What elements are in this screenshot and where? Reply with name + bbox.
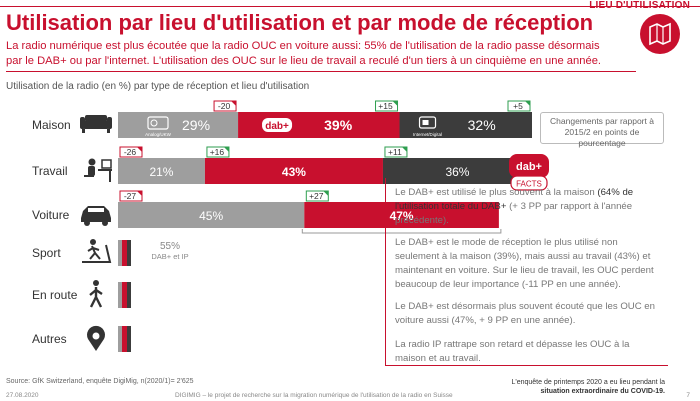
car-icon: [81, 206, 111, 226]
value-label-1-row-1: 43%: [282, 165, 306, 179]
change-label-1-row-0: +15: [378, 101, 393, 111]
value-label-0-row-0: 29%: [182, 117, 210, 133]
change-badge-corner-2-row-1: [401, 147, 407, 152]
facts-logo-bottom: FACTS: [516, 180, 542, 189]
fact-paragraph-2: Le DAB+ est le mode de réception le plus…: [395, 237, 654, 290]
change-label-0-row-0: -20: [218, 101, 231, 111]
walking-person-icon: [89, 280, 103, 308]
change-label-0-row-1: -26: [124, 147, 137, 157]
change-badge-corner-0-row-0: [231, 101, 237, 106]
radio-icon-label: Analog/UKW: [145, 132, 172, 137]
stub-dab-row-3: [122, 240, 127, 266]
facts-box: [385, 178, 668, 366]
footer-covid-note: L'enquête de printemps 2020 a eu lieu pe…: [505, 378, 665, 396]
bar-1-row-1: [204, 158, 383, 184]
row-label-3: Sport: [32, 246, 61, 260]
fact-1-highlight: (64% de l'utilisation totale du DAB+: [395, 187, 634, 212]
stub-ouc-row-3: [118, 240, 122, 266]
row-label-2: Voiture: [32, 208, 70, 222]
treadmill-icon: [82, 239, 112, 263]
internet-radio-icon: [418, 116, 437, 129]
page-number: 7: [686, 392, 690, 399]
section-label: LIEU D'UTILISATION: [589, 0, 690, 11]
footer-note-line-2: situation extraordinaire du COVID-19.: [540, 388, 665, 396]
bar-2-row-1: [382, 158, 532, 184]
dab-facts-logo: dab+ FACTS: [509, 154, 549, 191]
fact-paragraph-1: Le DAB+ est utilisé le plus souvent à la…: [395, 186, 660, 228]
change-badge-corner-0-row-2: [137, 191, 142, 196]
bar-2-row-0: [399, 112, 532, 138]
bar-0-row-1: [118, 158, 205, 184]
row-label-1: Travail: [32, 164, 68, 178]
value-label-1-row-0: 39%: [324, 117, 353, 133]
location-pin-icon: [87, 325, 105, 351]
value-label-0-row-2: 45%: [199, 209, 223, 223]
combined-share-label: DAB+ et IP: [151, 252, 189, 261]
stub-ouc-row-5: [118, 326, 122, 352]
subtitle-underline: [6, 71, 636, 72]
radio-icon-speaker: [150, 119, 158, 127]
radio-icon: [147, 116, 169, 130]
subtitle-line-2: par le DAB+ ou par l'internet. L'utilisa…: [6, 55, 602, 67]
change-label-1-row-1: +16: [210, 147, 225, 157]
internet-radio-icon-label: Internet/Digital: [413, 132, 442, 137]
page-title: Utilisation par lieu d'utilisation et pa…: [6, 10, 594, 35]
bar-0-row-0: [118, 112, 239, 138]
value-label-1-row-2: 47%: [390, 209, 414, 223]
fact-1-rest: (+ 3 PP par rapport à l'année précédente…: [395, 200, 633, 226]
change-legend-text: Changements par rapport à 2015/2 en poin…: [550, 116, 654, 149]
value-label-2-row-0: 32%: [468, 117, 496, 133]
dab-logo: [262, 118, 293, 132]
desk-worker-icon: [84, 158, 112, 182]
value-label-2-row-1: 36%: [445, 165, 469, 179]
row-label-0: Maison: [32, 118, 71, 132]
stub-ip-row-4: [127, 282, 131, 308]
change-label-1-row-2: +27: [309, 191, 324, 201]
stub-ouc-row-4: [118, 282, 122, 308]
change-badge-corner-1-row-0: [392, 101, 398, 106]
change-label-2-row-1: +11: [388, 147, 402, 157]
facts-logo-top: dab+: [516, 161, 542, 173]
stub-ip-row-3: [127, 240, 131, 266]
stub-dab-row-4: [122, 282, 127, 308]
bar-1-row-2: [304, 202, 499, 228]
row-label-5: Autres: [32, 332, 67, 346]
change-label-0-row-2: -27: [124, 191, 137, 201]
change-badge-corner-2-row-0: [525, 101, 530, 106]
fact-1-text: Le DAB+ est utilisé le plus souvent à la…: [395, 187, 598, 198]
change-badge-corner-1-row-1: [223, 147, 229, 152]
row-label-4: En route: [32, 288, 78, 302]
footer-date: 27.08.2020: [6, 392, 39, 399]
subtitle-line-1: La radio numérique est plus écoutée que …: [6, 40, 600, 52]
change-badge-corner-1-row-2: [323, 191, 329, 196]
change-label-2-row-0: +5: [513, 101, 523, 111]
combined-share-value: 55%: [159, 241, 180, 252]
sofa-icon: [80, 115, 112, 133]
top-accent-line: [0, 6, 700, 7]
stub-ip-row-5: [127, 326, 131, 352]
footer-note-line-1: L'enquête de printemps 2020 a eu lieu pe…: [511, 379, 665, 386]
internet-radio-screen: [422, 120, 429, 125]
map-route-icon: [640, 14, 680, 54]
footer-source: Source: GfK Switzerland, enquête DigiMig…: [6, 378, 194, 385]
chart-caption: Utilisation de la radio (en %) par type …: [6, 81, 310, 92]
change-badge-corner-0-row-1: [137, 147, 142, 152]
footer-project: DIGIMIG – le projet de recherche sur la …: [175, 392, 453, 399]
bar-0-row-2: [118, 202, 305, 228]
value-label-0-row-1: 21%: [149, 165, 173, 179]
change-legend-box: Changements par rapport à 2015/2 en poin…: [540, 112, 664, 148]
dab-logo-text: dab+: [265, 121, 289, 132]
combined-bracket: [301, 229, 502, 234]
fact-paragraph-3: Le DAB+ est désormais plus souvent écout…: [395, 301, 655, 326]
stub-dab-row-5: [122, 326, 127, 352]
fact-paragraph-4: La radio IP rattrape son retard et dépas…: [395, 339, 630, 364]
